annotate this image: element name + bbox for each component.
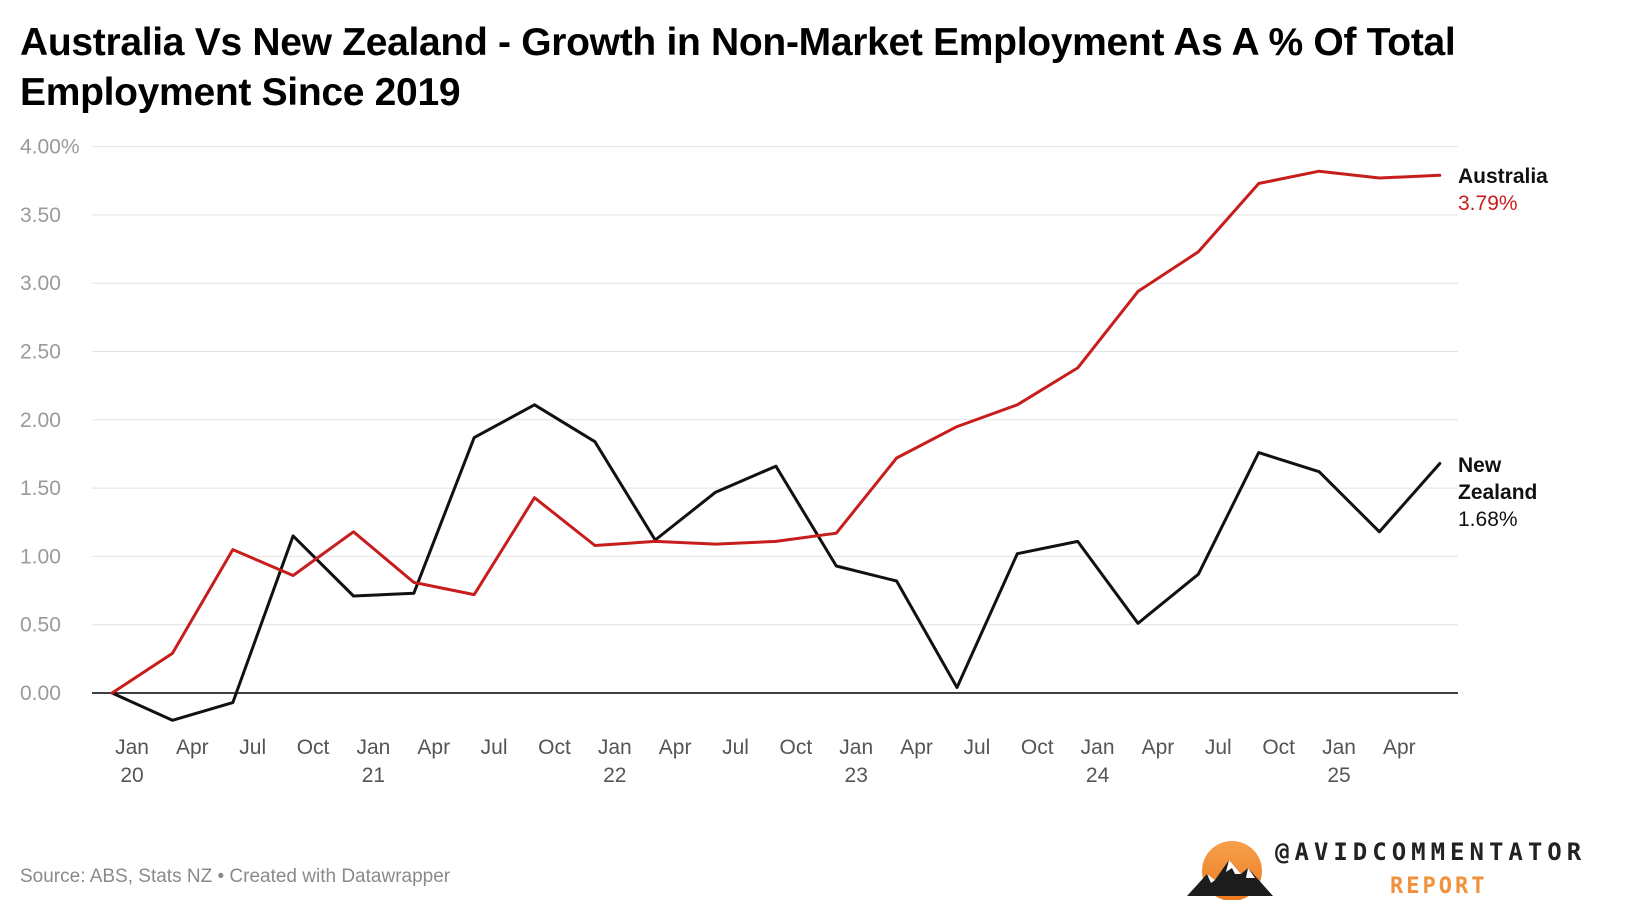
x-tick-year-label: 20	[120, 764, 143, 787]
brand-subtitle: REPORT	[1390, 874, 1488, 899]
y-tick-label: 4.00%	[20, 136, 80, 159]
y-axis-ticks: 4.00% 3.50 3.00 2.50 2.00 1.50 1.00 0.50 0.00	[20, 136, 80, 705]
brand-logo: @AVIDCOMMENTATOR REPORT	[1185, 838, 1625, 908]
chart-title: Australia Vs New Zealand - Growth in Non…	[20, 21, 1456, 114]
mountain-sun-icon	[1187, 841, 1273, 900]
y-tick-label: 1.00	[20, 545, 61, 568]
x-tick-label: Apr	[417, 736, 450, 759]
y-tick-label: 2.00	[20, 409, 61, 432]
y-tick-label: 0.00	[20, 682, 61, 705]
y-tick-label: 1.50	[20, 477, 61, 500]
x-tick-label: Jul	[239, 736, 266, 759]
x-tick-year-label: 25	[1327, 764, 1350, 787]
x-tick-label: Oct	[297, 736, 330, 759]
series-lines	[110, 169, 1442, 722]
x-tick-label: Oct	[1021, 736, 1054, 759]
series-label-new-zealand: Zealand	[1458, 481, 1537, 504]
x-tick-year-label: 22	[603, 764, 626, 787]
series-label-new-zealand: New	[1458, 454, 1502, 477]
x-tick-label: Apr	[659, 736, 692, 759]
x-tick-label: Jul	[722, 736, 749, 759]
x-tick-label: Jul	[481, 736, 508, 759]
x-tick-label: Jan	[598, 736, 632, 759]
series-end-labels: Australia 3.79% New Zealand 1.68%	[1458, 165, 1548, 531]
x-tick-label: Jul	[963, 736, 990, 759]
gridlines	[92, 146, 1458, 694]
series-line-new-zealand	[110, 403, 1442, 722]
y-tick-label: 3.50	[20, 204, 61, 227]
x-tick-label: Jan	[1322, 736, 1356, 759]
x-tick-label: Jan	[356, 736, 390, 759]
series-label-australia: Australia	[1458, 165, 1548, 188]
x-axis-ticks: Jan 20 Apr Jul Oct Jan 21 Apr Jul Oct Jan 22 Apr Jul O…	[115, 736, 1416, 787]
brand-handle: @AVIDCOMMENTATOR	[1275, 838, 1587, 866]
series-value-australia: 3.79%	[1458, 192, 1518, 215]
x-tick-label: Oct	[780, 736, 813, 759]
line-chart: 4.00% 3.50 3.00 2.50 2.00 1.50 1.00 0.50 0.00 Ja…	[20, 136, 1548, 787]
series-value-new-zealand: 1.68%	[1458, 508, 1518, 531]
x-tick-year-label: 21	[362, 764, 385, 787]
x-tick-label: Oct	[1262, 736, 1295, 759]
x-tick-year-label: 24	[1086, 764, 1110, 787]
x-tick-label: Jan	[115, 736, 149, 759]
x-tick-label: Oct	[538, 736, 571, 759]
x-tick-label: Jan	[839, 736, 873, 759]
y-tick-label: 0.50	[20, 614, 61, 637]
y-tick-label: 2.50	[20, 341, 61, 364]
y-tick-label: 3.00	[20, 272, 61, 295]
series-line-australia	[110, 169, 1442, 695]
x-tick-label: Apr	[900, 736, 933, 759]
x-tick-label: Jul	[1205, 736, 1232, 759]
x-tick-label: Apr	[1142, 736, 1175, 759]
source-note: Source: ABS, Stats NZ • Created with Dat…	[20, 866, 451, 887]
x-tick-label: Apr	[1383, 736, 1416, 759]
x-tick-label: Apr	[176, 736, 209, 759]
x-tick-year-label: 23	[845, 764, 868, 787]
x-tick-label: Jan	[1081, 736, 1115, 759]
